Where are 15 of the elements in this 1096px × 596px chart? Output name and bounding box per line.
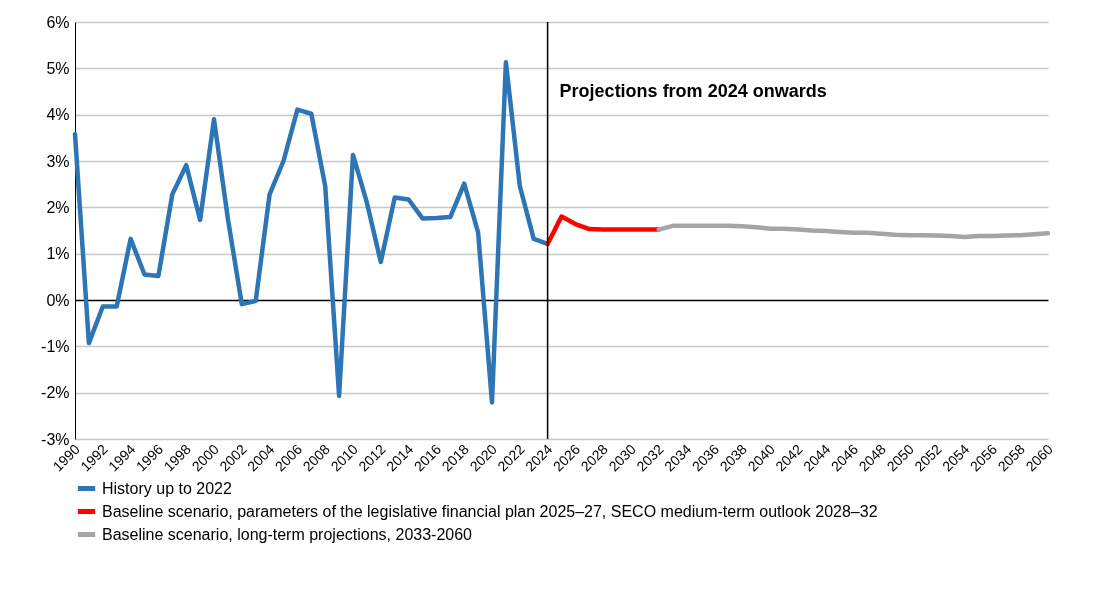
y-tick-label: 4% <box>46 106 70 124</box>
y-tick-label: 6% <box>46 13 70 31</box>
y-tick-label: -3% <box>41 430 70 448</box>
y-tick-label: 3% <box>46 152 70 170</box>
legend-label: Baseline scenario, parameters of the legislative financial plan 2025–27, SECO medium-term outlook 2028–32 <box>102 502 878 520</box>
y-tick-label: 2% <box>46 198 70 216</box>
y-tick-label: 0% <box>46 291 70 309</box>
y-tick-label: 1% <box>46 245 70 263</box>
y-tick-label: -2% <box>41 384 70 402</box>
y-tick-label: -1% <box>41 337 70 355</box>
legend-label: History up to 2022 <box>102 479 232 497</box>
legend-label: Baseline scenario, long-term projections, 2033-2060 <box>102 525 473 543</box>
y-tick-label: 5% <box>46 59 70 77</box>
line-series <box>656 223 1051 240</box>
ref-line-label: Projections from 2024 onwards <box>559 81 827 101</box>
